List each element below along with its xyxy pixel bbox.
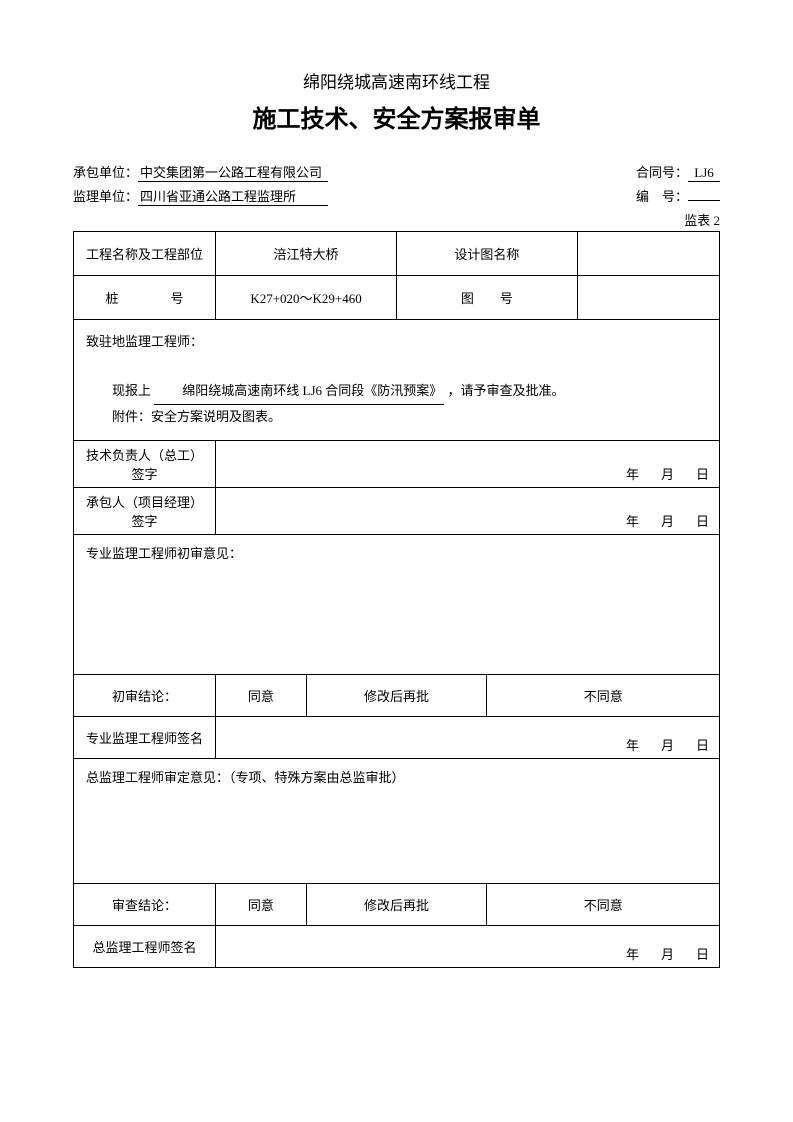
body-line2: 附件：安全方案说明及图表。 bbox=[86, 405, 707, 430]
opinion2-opt2: 修改后再批 bbox=[306, 883, 487, 925]
opinion2-conclusion-label: 审查结论： bbox=[74, 883, 216, 925]
row2-val1: K27+020～K29+460 bbox=[216, 276, 397, 320]
table-number: 监表 2 bbox=[73, 210, 720, 229]
row2-label1: 桩 号 bbox=[74, 276, 216, 320]
main-table: 工程名称及工程部位 涪江特大桥 设计图名称 桩 号 K27+020～K29+46… bbox=[73, 231, 720, 968]
tech-sign-date: 年月日 bbox=[216, 440, 720, 487]
tech-sign-label: 技术负责人（总工）签字 bbox=[74, 440, 216, 487]
opinion1-opt2: 修改后再批 bbox=[306, 674, 487, 716]
opinion1-cell: 专业监理工程师初审意见： bbox=[74, 534, 720, 674]
opinion2-opt1: 同意 bbox=[216, 883, 306, 925]
addressee: 致驻地监理工程师： bbox=[86, 330, 707, 355]
serial-label: 编 号： bbox=[636, 186, 688, 205]
contractor-value: 中交集团第一公路工程有限公司 bbox=[138, 162, 328, 182]
body-line1-suffix: ，请予审查及批准。 bbox=[448, 383, 565, 398]
contractor-label: 承包单位： bbox=[73, 162, 138, 181]
info-row-2: 监理单位： 四川省亚通公路工程监理所 编 号： bbox=[73, 186, 720, 206]
row1-val1: 涪江特大桥 bbox=[216, 232, 397, 276]
serial-value bbox=[688, 200, 720, 201]
row2-label2: 图 号 bbox=[396, 276, 577, 320]
opinion1-conclusion-label: 初审结论： bbox=[74, 674, 216, 716]
body-line1-underline: 绵阳绕城高速南环线 LJ6 合同段《防汛预案》 bbox=[154, 379, 444, 405]
contract-no-label: 合同号： bbox=[636, 162, 688, 181]
opinion2-sign-label: 总监理工程师签名 bbox=[74, 925, 216, 967]
opinion1-opt1: 同意 bbox=[216, 674, 306, 716]
row1-label1: 工程名称及工程部位 bbox=[74, 232, 216, 276]
info-row-1: 承包单位： 中交集团第一公路工程有限公司 合同号： LJ6 bbox=[73, 162, 720, 182]
contract-no-value: LJ6 bbox=[688, 165, 720, 182]
opinion2-opt3: 不同意 bbox=[487, 883, 720, 925]
row1-label2: 设计图名称 bbox=[396, 232, 577, 276]
opinion1-title: 专业监理工程师初审意见： bbox=[86, 546, 242, 561]
opinion1-sign-date: 年月日 bbox=[216, 716, 720, 758]
project-title: 绵阳绕城高速南环线工程 bbox=[73, 68, 720, 93]
supervisor-label: 监理单位： bbox=[73, 186, 138, 205]
row1-val2 bbox=[577, 232, 719, 276]
pm-sign-label: 承包人（项目经理）签字 bbox=[74, 487, 216, 534]
supervisor-value: 四川省亚通公路工程监理所 bbox=[138, 186, 328, 206]
opinion1-sign-label: 专业监理工程师签名 bbox=[74, 716, 216, 758]
body-cell: 致驻地监理工程师： 现报上 绵阳绕城高速南环线 LJ6 合同段《防汛预案》 ，请… bbox=[74, 320, 720, 441]
opinion1-opt3: 不同意 bbox=[487, 674, 720, 716]
body-line1-prefix: 现报上 bbox=[112, 383, 151, 398]
opinion2-title: 总监理工程师审定意见：（专项、特殊方案由总监审批） bbox=[86, 770, 405, 785]
opinion2-cell: 总监理工程师审定意见：（专项、特殊方案由总监审批） bbox=[74, 758, 720, 883]
pm-sign-date: 年月日 bbox=[216, 487, 720, 534]
row2-val2 bbox=[577, 276, 719, 320]
opinion2-sign-date: 年月日 bbox=[216, 925, 720, 967]
form-title: 施工技术、安全方案报审单 bbox=[73, 99, 720, 134]
